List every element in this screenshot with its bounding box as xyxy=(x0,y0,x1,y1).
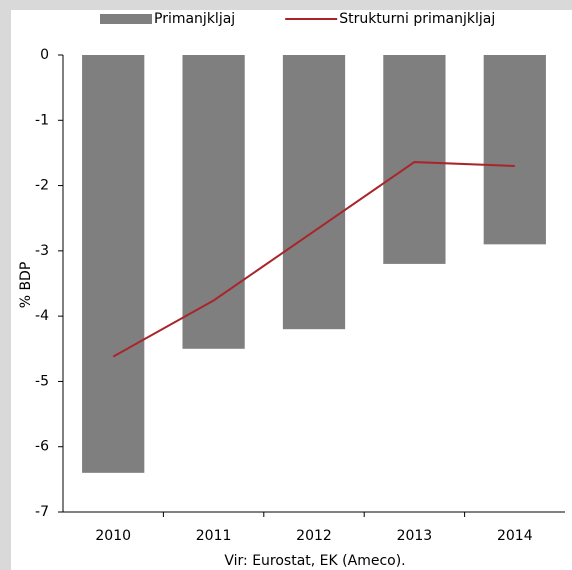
legend-swatch xyxy=(100,14,152,24)
y-tick-label: -7 xyxy=(35,504,49,520)
y-tick-label: -2 xyxy=(35,178,49,194)
y-tick-label: 0 xyxy=(40,47,49,63)
left-band xyxy=(0,0,11,570)
bar xyxy=(282,55,346,330)
y-tick-label: -6 xyxy=(35,439,49,455)
top-band xyxy=(0,0,572,10)
x-tick-label: 2014 xyxy=(497,528,533,544)
legend-label: Primanjkljaj xyxy=(154,11,235,27)
source-note: Vir: Eurostat, EK (Ameco). xyxy=(224,553,405,569)
x-tick-label: 2012 xyxy=(296,528,332,544)
bar xyxy=(383,55,446,264)
y-tick-label: -1 xyxy=(35,112,49,128)
line xyxy=(112,161,515,358)
bar xyxy=(82,55,145,473)
bar xyxy=(483,55,546,245)
y-tick-label: -5 xyxy=(35,373,49,389)
x-tick-label: 2010 xyxy=(95,528,131,544)
x-tick-label: 2011 xyxy=(196,528,232,544)
y-tick-label: -3 xyxy=(35,243,49,259)
y-tick-label: -4 xyxy=(35,308,49,324)
x-tick-label: 2013 xyxy=(397,528,433,544)
legend-label: Strukturni primanjkljaj xyxy=(339,11,495,27)
bar xyxy=(182,55,245,349)
y-axis-label: % BDP xyxy=(18,262,34,309)
